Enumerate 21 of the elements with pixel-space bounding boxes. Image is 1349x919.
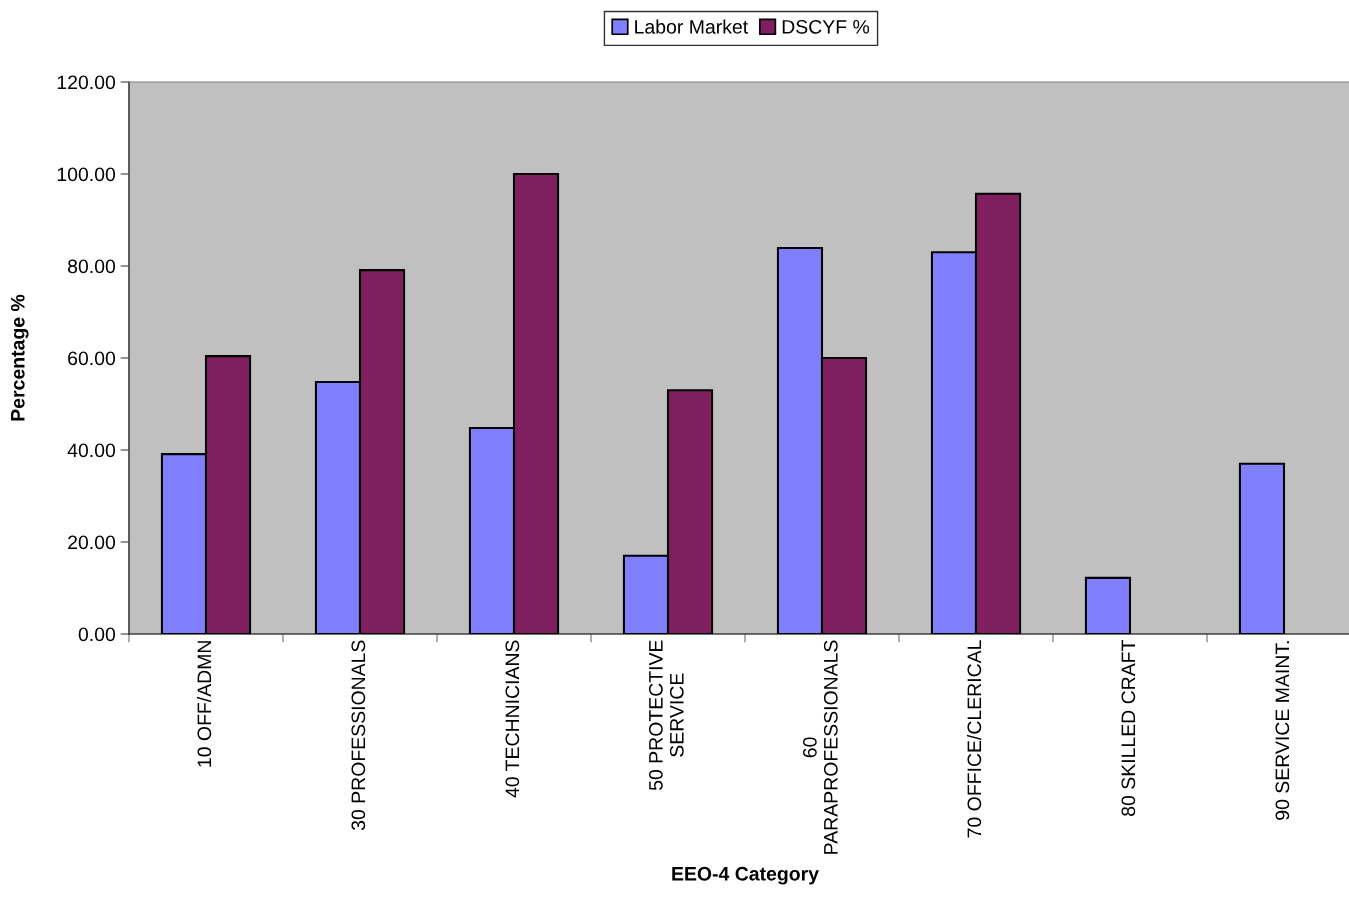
y-tick-label: 60.00 [68, 351, 116, 366]
bar [1084, 576, 1132, 634]
x-tick-label: 10 OFF/ADMN [196, 641, 212, 767]
x-tick-label: 50 PROTECTIVE SERVICE [648, 640, 684, 791]
y-tick-label: 100.00 [57, 167, 116, 182]
legend-label: Labor Market [635, 19, 749, 34]
x-tick-label: 80 SKILLED CRAFT [1121, 640, 1136, 816]
y-axis-title: Percentage % [10, 294, 29, 421]
y-tick-label: 20.00 [68, 535, 116, 550]
y-tick-label: 80.00 [68, 259, 116, 274]
y-tick-label: 0.00 [78, 627, 116, 642]
x-axis-title: EEO-4 Category [672, 866, 819, 885]
x-tick-label: 90 SERVICE MAINT. [1275, 641, 1290, 820]
x-tick-label: 70 OFFICE/CLERICAL [966, 640, 982, 838]
y-tick-label: 120.00 [57, 75, 116, 90]
legend-label: DSCYF % [782, 19, 870, 34]
y-tick-label: 40.00 [67, 443, 116, 458]
bar [1238, 462, 1286, 634]
x-tick-label: 40 TECHNICIANS [505, 640, 520, 798]
x-tick-label: 60 PARAPROFESSIONALS [802, 640, 838, 854]
x-tick-label: 30 PROFESSIONALS [351, 640, 366, 831]
